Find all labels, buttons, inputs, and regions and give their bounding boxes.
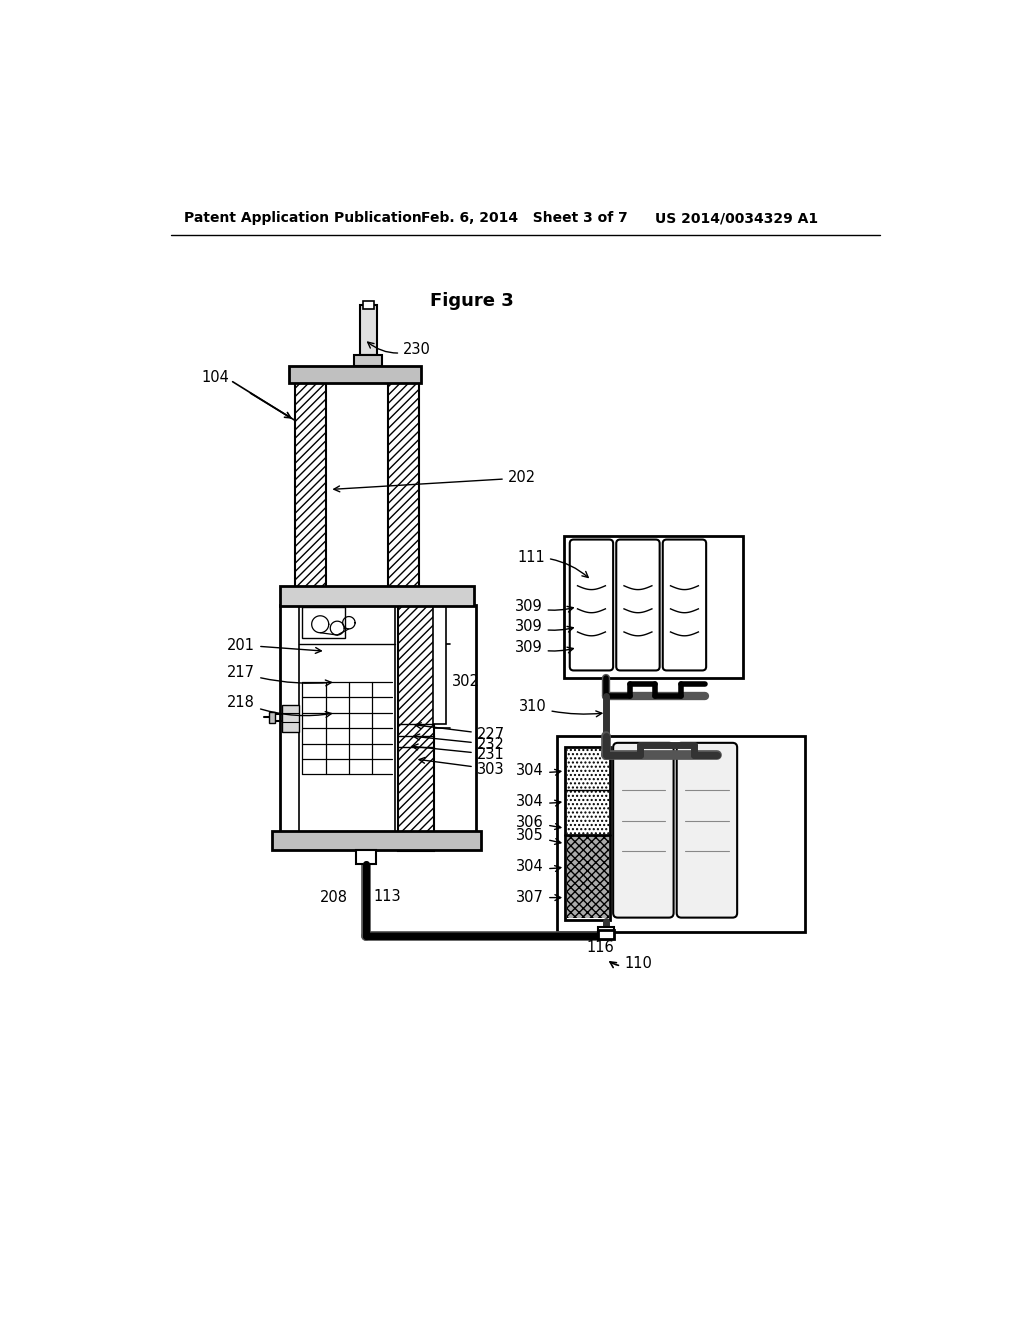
Text: US 2014/0034329 A1: US 2014/0034329 A1 <box>655 211 818 226</box>
Bar <box>398 605 434 851</box>
Bar <box>557 737 805 932</box>
FancyBboxPatch shape <box>613 743 674 917</box>
Bar <box>356 850 376 863</box>
Text: 231: 231 <box>412 744 505 762</box>
Bar <box>362 301 374 309</box>
Bar <box>283 705 299 733</box>
Text: 305: 305 <box>516 829 561 845</box>
Bar <box>564 536 742 678</box>
Bar <box>604 693 708 698</box>
Text: 113: 113 <box>374 888 401 904</box>
Text: Patent Application Publication: Patent Application Publication <box>183 211 422 226</box>
Bar <box>598 927 614 933</box>
Text: Feb. 6, 2014   Sheet 3 of 7: Feb. 6, 2014 Sheet 3 of 7 <box>421 211 628 226</box>
Bar <box>388 383 419 587</box>
Text: 111: 111 <box>517 549 588 577</box>
FancyBboxPatch shape <box>616 540 659 671</box>
Text: 110: 110 <box>610 956 652 970</box>
Text: Figure 3: Figure 3 <box>430 292 514 310</box>
Text: 218: 218 <box>227 694 332 717</box>
Text: 208: 208 <box>321 890 348 906</box>
Text: 116: 116 <box>587 940 614 956</box>
Text: 306: 306 <box>516 814 561 830</box>
Bar <box>359 305 377 355</box>
Bar <box>598 929 614 940</box>
Bar <box>289 367 421 383</box>
Text: 217: 217 <box>227 665 332 686</box>
Text: 201: 201 <box>227 638 322 653</box>
Text: 302: 302 <box>452 675 480 689</box>
Bar <box>565 747 610 920</box>
Text: 307: 307 <box>516 890 561 906</box>
Bar <box>280 586 474 606</box>
Text: 304: 304 <box>516 859 561 874</box>
Text: 309: 309 <box>515 619 573 634</box>
Text: 304: 304 <box>516 763 561 777</box>
Bar <box>566 836 608 919</box>
Bar <box>269 711 275 723</box>
Text: 303: 303 <box>419 758 505 776</box>
Bar <box>354 355 382 366</box>
Text: 309: 309 <box>515 599 573 614</box>
Text: 310: 310 <box>519 700 602 717</box>
Bar <box>433 605 445 725</box>
Text: 227: 227 <box>415 723 505 742</box>
FancyBboxPatch shape <box>569 540 613 671</box>
Bar <box>604 678 608 698</box>
Text: 202: 202 <box>334 470 536 492</box>
Text: 232: 232 <box>414 734 505 752</box>
FancyBboxPatch shape <box>663 540 707 671</box>
Text: 309: 309 <box>515 640 573 655</box>
Bar <box>566 748 608 836</box>
Bar <box>280 605 476 832</box>
Text: 104: 104 <box>202 371 229 385</box>
Text: 304: 304 <box>516 793 561 809</box>
Bar <box>295 383 326 587</box>
Text: 230: 230 <box>368 342 431 356</box>
FancyBboxPatch shape <box>677 743 737 917</box>
Bar <box>272 830 481 850</box>
Bar <box>302 607 345 638</box>
